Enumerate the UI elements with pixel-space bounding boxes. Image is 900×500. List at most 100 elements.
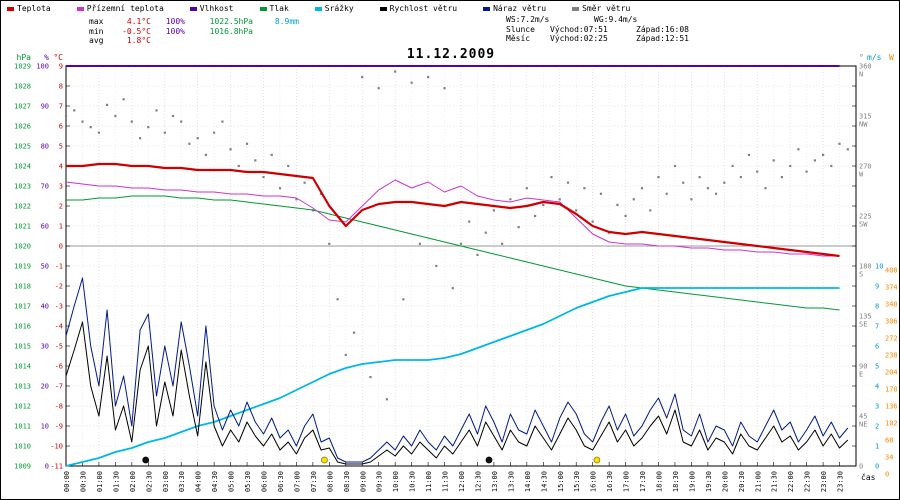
svg-text:09:30: 09:30	[376, 471, 384, 492]
svg-text:00:00: 00:00	[63, 471, 71, 492]
svg-text:3: 3	[59, 183, 63, 191]
stat-min-humidity: 100%	[165, 26, 185, 36]
svg-text:50: 50	[41, 263, 49, 271]
stat-max-label: max	[89, 17, 104, 26]
svg-text:1027: 1027	[14, 103, 31, 111]
svg-text:340: 340	[885, 301, 898, 309]
svg-text:19:00: 19:00	[688, 471, 696, 492]
svg-text:0: 0	[875, 463, 879, 471]
svg-text:10: 10	[875, 263, 883, 271]
svg-text:2: 2	[875, 423, 879, 431]
svg-text:1022: 1022	[14, 203, 31, 211]
stat-max-humidity: 100%	[165, 17, 185, 26]
legend-item-label: Přízemní teplota	[86, 4, 164, 13]
legend-marker-icon	[572, 6, 580, 11]
svg-text:S: S	[859, 271, 863, 279]
stat-precip-total: 8.9mm	[274, 17, 299, 26]
svg-text:170: 170	[885, 386, 898, 394]
svg-text:03:00: 03:00	[162, 471, 170, 492]
svg-text:05:30: 05:30	[244, 471, 252, 492]
stat-avg-temp: 1.8°C	[126, 36, 151, 45]
svg-text:-2: -2	[55, 283, 63, 291]
svg-text:6: 6	[875, 343, 879, 351]
svg-text:NE: NE	[859, 421, 867, 429]
svg-text:7: 7	[875, 323, 879, 331]
svg-text:6: 6	[59, 123, 63, 131]
svg-text:1010: 1010	[14, 443, 31, 451]
svg-text:1019: 1019	[14, 263, 31, 271]
svg-text:1023: 1023	[14, 183, 31, 191]
svg-text:408: 408	[885, 267, 898, 275]
svg-text:90: 90	[41, 103, 49, 111]
svg-text:4: 4	[875, 383, 879, 391]
svg-text:07:00: 07:00	[293, 471, 301, 492]
svg-text:2: 2	[59, 203, 63, 211]
svg-text:21:30: 21:30	[771, 471, 779, 492]
svg-text:1029: 1029	[14, 63, 31, 71]
svg-text:-8: -8	[55, 403, 63, 411]
svg-text:1028: 1028	[14, 83, 31, 91]
moon-label: Měsíc	[506, 34, 531, 43]
svg-text:90: 90	[859, 363, 867, 371]
svg-text:01:30: 01:30	[112, 471, 120, 492]
legend-item-label: Teplota	[17, 4, 51, 13]
svg-text:čas: čas	[861, 472, 876, 482]
svg-text:18:00: 18:00	[656, 471, 664, 492]
svg-text:1018: 1018	[14, 283, 31, 291]
svg-text:374: 374	[885, 284, 898, 292]
legend-item-6: Náraz větru	[483, 4, 546, 13]
svg-text:1021: 1021	[14, 223, 31, 231]
svg-text:m/s: m/s	[867, 53, 882, 62]
svg-text:W: W	[889, 53, 894, 62]
legend-marker-icon	[379, 6, 387, 11]
svg-text:05:00: 05:00	[228, 471, 236, 492]
svg-text:16:00: 16:00	[590, 471, 598, 492]
stat-min-label: min	[89, 26, 104, 36]
svg-text:1025: 1025	[14, 143, 31, 151]
svg-text:360: 360	[859, 63, 872, 71]
svg-text:1: 1	[59, 223, 63, 231]
svg-text:04:00: 04:00	[195, 471, 203, 492]
wind-gust-summary: WG:9.4m/s	[594, 15, 638, 24]
stat-min-pressure: 1016.8hPa	[209, 26, 253, 36]
svg-text:0: 0	[885, 471, 889, 479]
svg-text:13:00: 13:00	[491, 471, 499, 492]
svg-text:%: %	[44, 53, 49, 62]
svg-text:22:30: 22:30	[804, 471, 812, 492]
stats-row-avg: avg 1.8°C	[89, 36, 299, 46]
svg-text:00:30: 00:30	[79, 471, 87, 492]
svg-text:272: 272	[885, 335, 898, 343]
svg-text:02:30: 02:30	[145, 471, 153, 492]
svg-text:40: 40	[41, 303, 49, 311]
legend-item-label: Rychlost větru	[389, 4, 458, 13]
legend-marker-icon	[7, 6, 14, 11]
svg-text:21:00: 21:00	[754, 471, 762, 492]
svg-text:1012: 1012	[14, 403, 31, 411]
svg-text:SW: SW	[859, 221, 868, 229]
svg-text:SE: SE	[859, 321, 867, 329]
svg-text:10:00: 10:00	[392, 471, 400, 492]
svg-text:-11: -11	[50, 463, 63, 471]
svg-text:45: 45	[859, 413, 867, 421]
svg-text:08:00: 08:00	[326, 471, 334, 492]
svg-text:06:00: 06:00	[261, 471, 269, 492]
sun-row: Slunce Východ:07:51 Západ:16:08	[506, 25, 689, 35]
svg-text:04:30: 04:30	[211, 471, 219, 492]
moonrise-time: Východ:02:25	[550, 34, 608, 43]
svg-text:315: 315	[859, 113, 872, 121]
svg-text:-4: -4	[55, 323, 63, 331]
svg-text:80: 80	[41, 143, 49, 151]
svg-text:E: E	[859, 371, 863, 379]
svg-text:0: 0	[859, 463, 863, 471]
svg-text:180: 180	[859, 263, 872, 271]
stats-summary: max 4.1°C 100% 1022.5hPa 8.9mm min -0.5°C 100%…	[89, 17, 299, 46]
svg-text:17:00: 17:00	[623, 471, 631, 492]
svg-text:225: 225	[859, 213, 872, 221]
legend-item-label: Náraz větru	[493, 4, 547, 13]
legend-item-4: Srážky	[314, 4, 354, 13]
moon-row: Měsíc Východ:02:25 Západ:12:51	[506, 34, 689, 44]
svg-text:20: 20	[41, 383, 49, 391]
svg-text:20:30: 20:30	[738, 471, 746, 492]
svg-text:13:30: 13:30	[507, 471, 515, 492]
svg-text:22:00: 22:00	[787, 471, 795, 492]
